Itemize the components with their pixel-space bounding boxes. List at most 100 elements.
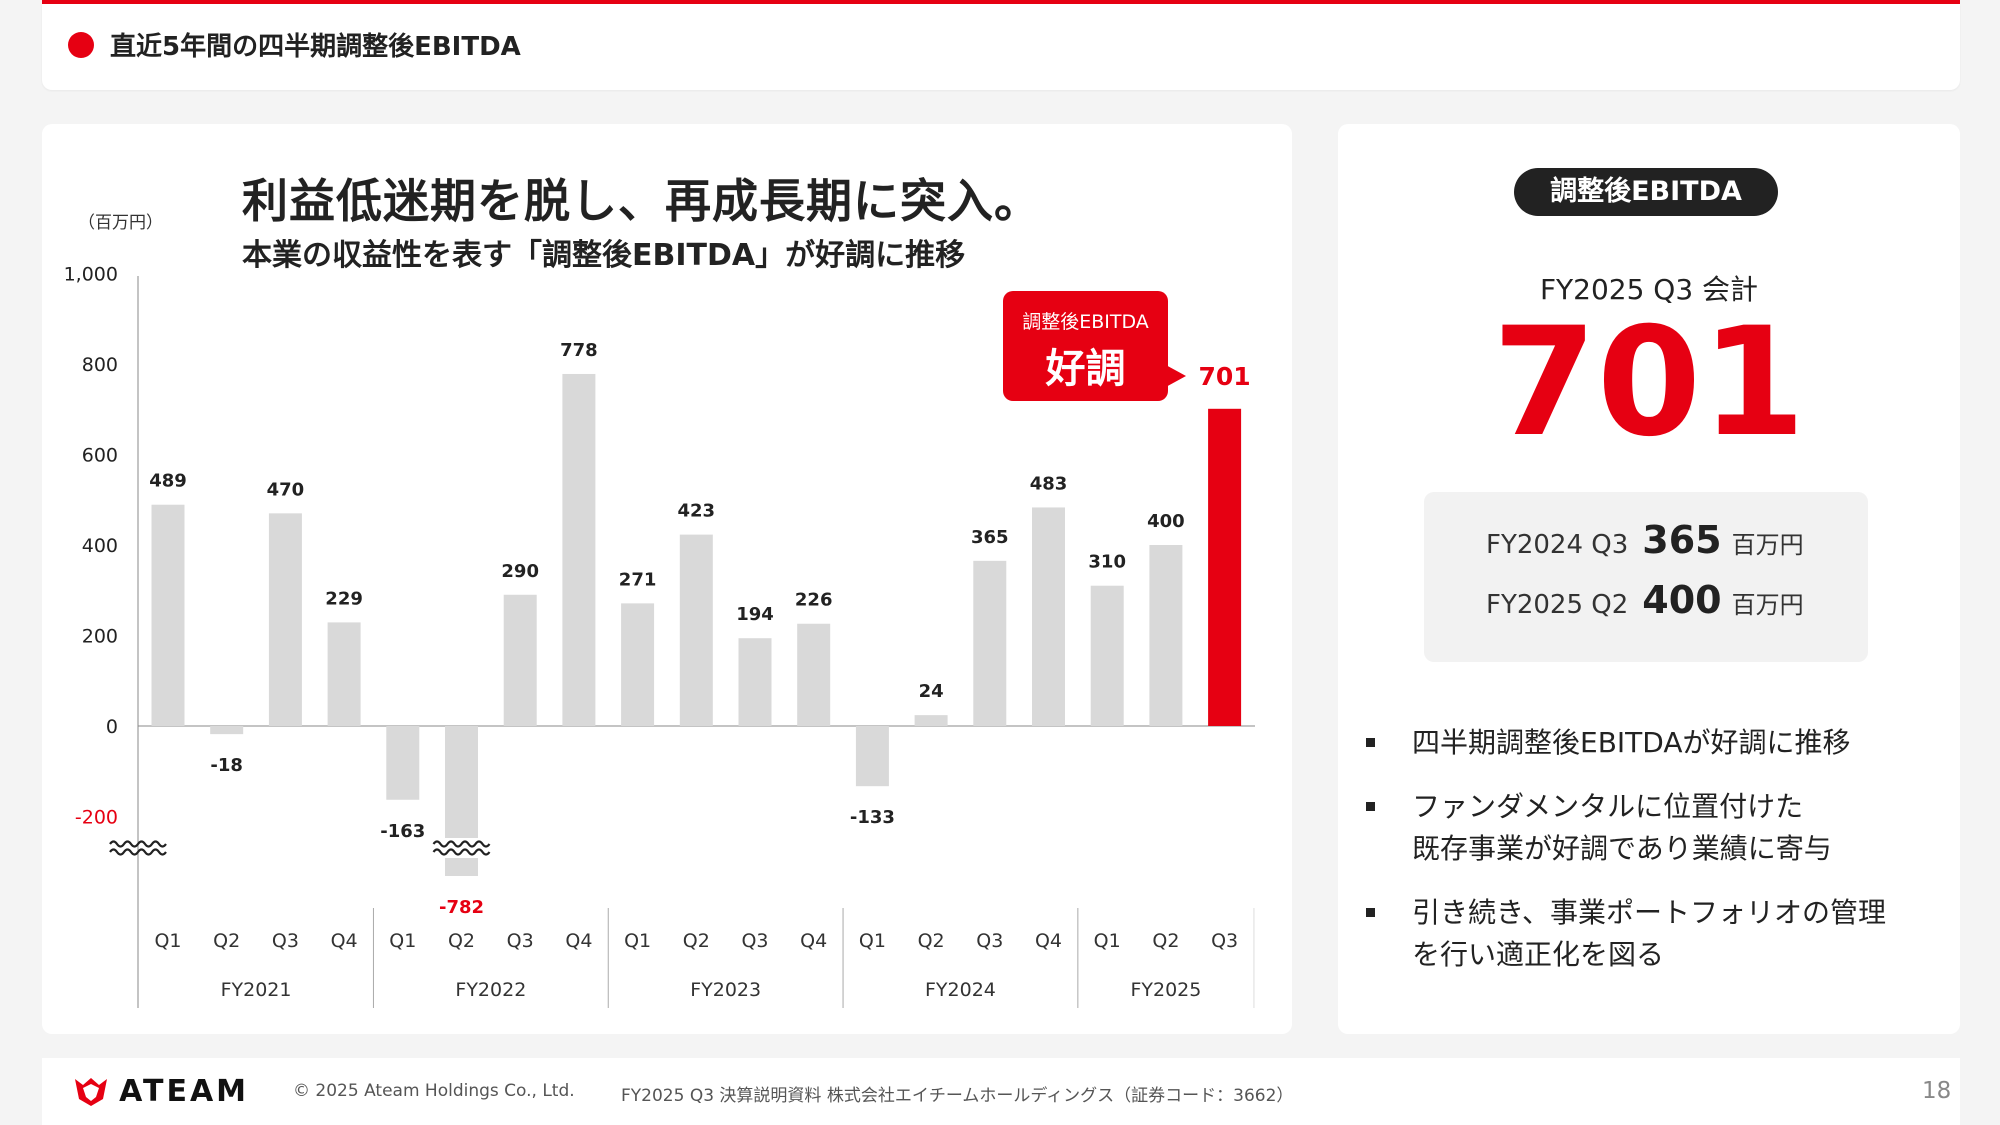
summary-bullets: 四半期調整後EBITDAが好調に推移 ファンダメンタルに位置付けた 既存事業が好… — [1362, 722, 1942, 998]
company-logo: ATEAM — [74, 1074, 249, 1110]
x-group-label: FY2021 — [221, 979, 292, 1001]
y-tick-label: 600 — [82, 445, 118, 467]
x-tick-label: Q2 — [448, 930, 475, 952]
bar-value-label: -133 — [850, 807, 895, 828]
axis-break-icon — [109, 848, 167, 856]
bar — [797, 623, 831, 726]
bullet-item: 引き続き、事業ポートフォリオの管理 を行い適正化を図る — [1362, 892, 1942, 976]
metric-pill: 調整後EBITDA — [1514, 168, 1778, 216]
bar-value-label: 290 — [501, 561, 539, 582]
bar — [738, 638, 772, 726]
comparison-label: FY2024 Q3 — [1486, 530, 1629, 560]
bullet-text: 引き続き、事業ポートフォリオの管理 を行い適正化を図る — [1412, 896, 1887, 971]
bar-value-label: 229 — [325, 588, 363, 609]
axis-break-icon — [109, 840, 167, 848]
x-tick-label: Q2 — [1152, 930, 1179, 952]
bar-break-icon — [432, 840, 491, 848]
period-label: FY2025 Q3 会計 — [1539, 273, 1759, 306]
bar — [151, 504, 185, 726]
y-tick-label: 1,000 — [64, 264, 118, 286]
bar-value-label: 194 — [736, 604, 774, 625]
header-bullet-icon — [68, 32, 94, 58]
x-tick-label: Q4 — [331, 930, 358, 952]
x-group-label: FY2023 — [690, 979, 761, 1001]
bar — [562, 373, 596, 726]
x-tick-label: Q2 — [683, 930, 710, 952]
y-tick-label: 800 — [82, 354, 118, 376]
comparison-label: FY2025 Q2 — [1486, 590, 1629, 620]
x-tick-label: Q1 — [1094, 930, 1121, 952]
chart-headline: 利益低迷期を脱し、再成長期に突入。 — [242, 174, 1041, 228]
bar-value-label: 470 — [267, 479, 305, 500]
bar-value-label: 489 — [149, 471, 187, 492]
bar — [327, 622, 361, 726]
bar — [1090, 585, 1124, 726]
bar — [503, 594, 537, 726]
comparison-value: 400 — [1642, 578, 1722, 622]
bar — [1208, 408, 1242, 726]
comparison-unit: 百万円 — [1731, 591, 1804, 619]
bar-value-label: -18 — [210, 755, 243, 776]
copyright-text: © 2025 Ateam Holdings Co., Ltd. — [293, 1081, 575, 1101]
page-title: 直近5年間の四半期調整後EBITDA — [110, 32, 521, 62]
bar-break-icon — [432, 848, 491, 856]
ebitda-bar-chart: （百万円） 1,000 800 600 400 200 0 -200 489 -18 470 229 -… — [64, 213, 1255, 1008]
comparison-row: FY2024 Q3 365 百万円 — [1486, 518, 1804, 562]
callout-label: 調整後EBITDA — [1022, 311, 1149, 333]
chart-subheadline: 本業の収益性を表す「調整後EBITDA」が好調に推移 — [242, 238, 966, 273]
x-tick-label: Q3 — [272, 930, 299, 952]
logo-text: ATEAM — [119, 1074, 250, 1109]
y-tick-label: 400 — [82, 535, 118, 557]
x-tick-label: Q1 — [389, 930, 416, 952]
x-tick-label: Q2 — [918, 930, 945, 952]
y-tick-label: 200 — [82, 626, 118, 648]
y-axis-unit-label: （百万円） — [78, 213, 163, 233]
document-title: FY2025 Q3 決算説明資料 株式会社エイチームホールディングス（証券コード… — [621, 1086, 1294, 1106]
bar-value-label: 226 — [795, 590, 833, 611]
bullet-square-icon — [1366, 802, 1375, 811]
bullet-square-icon — [1366, 738, 1375, 747]
x-group-label: FY2024 — [925, 979, 996, 1001]
x-tick-label: Q1 — [624, 930, 651, 952]
bar-value-label: 24 — [919, 681, 944, 702]
logo-crest-icon — [75, 1077, 107, 1106]
bar-break-gap — [439, 838, 484, 858]
bar-value-label: 778 — [560, 340, 598, 361]
chart-panel — [42, 124, 1292, 1034]
comparison-value: 365 — [1642, 518, 1722, 562]
top-accent-line — [42, 0, 1960, 4]
x-tick-label: Q4 — [1035, 930, 1062, 952]
bar — [855, 726, 889, 787]
page-number: 18 — [1922, 1078, 1952, 1104]
bar — [973, 560, 1007, 726]
comparison-unit: 百万円 — [1731, 531, 1804, 559]
bar — [386, 726, 420, 800]
bar — [1149, 545, 1183, 726]
bar — [679, 534, 713, 726]
x-group-label: FY2022 — [455, 979, 526, 1001]
header-bar — [42, 4, 1960, 90]
x-tick-label: Q1 — [154, 930, 181, 952]
bar-value-label: 423 — [678, 501, 716, 522]
comparison-box: FY2024 Q3 365 百万円 FY2025 Q2 400 百万円 — [1424, 492, 1868, 662]
bar — [210, 726, 244, 735]
bar-value-label: -163 — [380, 821, 425, 842]
x-tick-label: Q3 — [1211, 930, 1238, 952]
y-tick-label: 0 — [106, 716, 118, 738]
bullet-item: 四半期調整後EBITDAが好調に推移 — [1362, 722, 1942, 764]
bar — [1032, 507, 1065, 726]
x-tick-label: Q3 — [976, 930, 1003, 952]
bar — [914, 715, 948, 726]
bullet-text: ファンダメンタルに位置付けた 既存事業が好調であり業績に寄与 — [1412, 790, 1832, 865]
bar-value-label: 365 — [971, 527, 1009, 548]
bullet-item: ファンダメンタルに位置付けた 既存事業が好調であり業績に寄与 — [1362, 786, 1942, 870]
bar — [268, 513, 302, 726]
x-tick-label: Q1 — [859, 930, 886, 952]
footer-bar — [42, 1058, 1960, 1125]
x-tick-label: Q4 — [565, 930, 592, 952]
callout-badge: 調整後EBITDA 好調 — [1003, 291, 1168, 401]
bar-value-label: -782 — [439, 897, 484, 918]
callout-main-text: 好調 — [1045, 346, 1126, 392]
bar-value-label: 701 — [1199, 362, 1251, 391]
headline-value: 701 — [1492, 296, 1806, 470]
